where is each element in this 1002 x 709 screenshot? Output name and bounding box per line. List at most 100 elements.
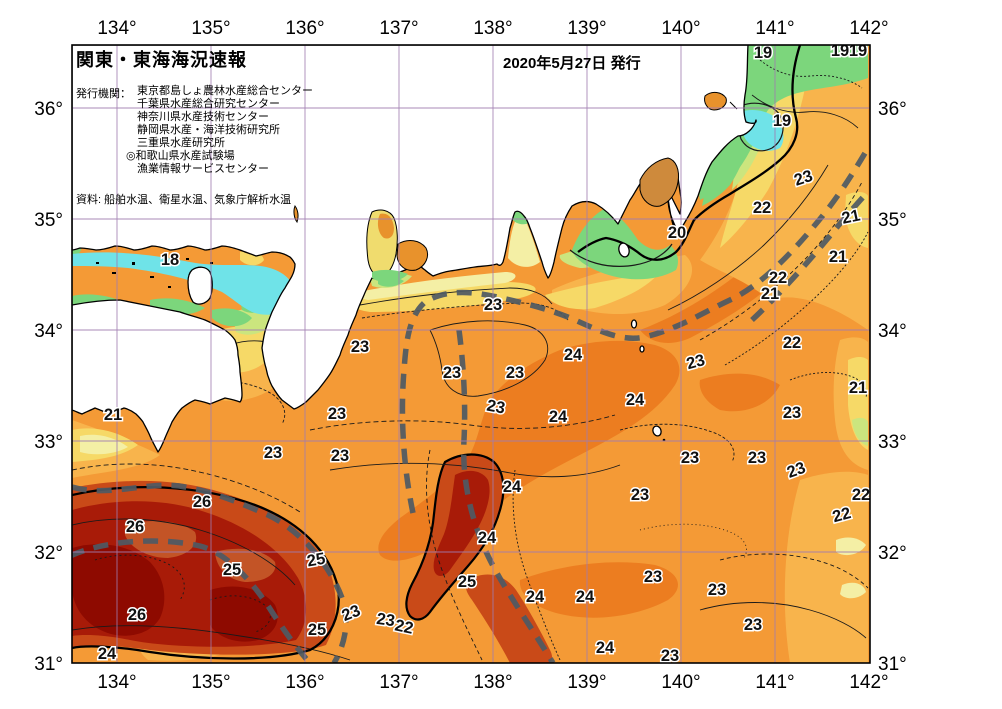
longitude-label-top: 139° <box>567 18 606 39</box>
sst-value-label: 25 <box>223 561 241 579</box>
longitude-label-bottom: 135° <box>191 672 230 693</box>
sst-value-label: 23 <box>328 405 346 423</box>
small-lake-streak <box>293 204 299 224</box>
issuer-line: 三重県水産研究所 <box>137 137 225 149</box>
longitude-label-top: 135° <box>191 18 230 39</box>
sst-value-label: 21 <box>840 206 862 227</box>
latitude-label-left: 34° <box>34 321 63 342</box>
sst-value-label: 24 <box>526 588 545 606</box>
sst-value-label: 26 <box>126 518 144 536</box>
sst-value-label: 21 <box>761 285 779 303</box>
latitude-label-right: 32° <box>878 543 907 564</box>
sst-value-label: 21 <box>104 406 122 424</box>
data-source-note: 資料: 船舶水温、衛星水温、気象庁解析水温 <box>76 194 292 206</box>
sst-value-label: 25 <box>308 621 326 639</box>
graticule <box>72 45 870 663</box>
longitude-label-bottom: 140° <box>661 672 700 693</box>
issue-date: 2020年5月27日 発行 <box>503 55 641 72</box>
sst-value-label: 19 <box>849 42 867 60</box>
hachijojima-island <box>652 425 662 437</box>
sst-value-label: 18 <box>161 251 179 269</box>
latitude-label-right: 33° <box>878 432 907 453</box>
longitude-label-top: 138° <box>473 18 512 39</box>
longitude-label-bottom: 134° <box>97 672 136 693</box>
page-title: 関東・東海海況速報 <box>76 50 247 70</box>
issuer-list: 東京都島しょ農林水産総合センター 千葉県水産総合研究センター 神奈川県水産技術センタ… <box>126 85 313 176</box>
sst-value-label: 26 <box>193 493 211 511</box>
latitude-label-left: 33° <box>34 432 63 453</box>
sst-value-label: 21 <box>829 248 847 266</box>
sst-value-label: 25 <box>458 573 476 591</box>
izu-oshima-island <box>618 242 630 258</box>
longitude-label-bottom: 136° <box>285 672 324 693</box>
issuer-line: 漁業情報サービスセンター <box>137 163 269 175</box>
sst-value-label: 24 <box>596 639 615 657</box>
sst-value-label: 23 <box>351 338 369 356</box>
longitude-label-top: 140° <box>661 18 700 39</box>
latitude-label-right: 31° <box>878 654 907 675</box>
latitude-label-left: 36° <box>34 99 63 120</box>
sst-value-label: 19 <box>831 42 849 60</box>
issuer-line: 神奈川県水産技術センター <box>137 111 269 123</box>
band-20 <box>80 212 866 599</box>
sst-value-label: 22 <box>769 269 787 287</box>
sst-value-label: 23 <box>681 449 699 467</box>
issuer-line: 東京都島しょ農林水産総合センター <box>137 85 313 97</box>
sst-value-label: 23 <box>506 364 524 382</box>
map-border <box>71 44 871 664</box>
sst-value-label: 23 <box>661 647 679 665</box>
sst-value-label: 24 <box>478 529 497 547</box>
tokyo-bay <box>639 157 679 207</box>
kuroshio-current-lines <box>72 146 870 663</box>
latitude-label-right: 36° <box>878 99 907 120</box>
sst-value-label: 24 <box>564 346 583 364</box>
sst-value-label: 25 <box>306 550 327 571</box>
longitude-label-bottom: 138° <box>473 672 512 693</box>
warm-tongue <box>405 453 553 663</box>
sst-value-label: 23 <box>264 444 282 462</box>
lake-kasumigaura <box>704 91 727 111</box>
longitude-label-top: 137° <box>379 18 418 39</box>
sst-value-label: 22 <box>753 199 771 217</box>
sst-value-label: 23 <box>331 447 349 465</box>
longitude-label-bottom: 139° <box>567 672 606 693</box>
bays-and-lakes <box>293 91 738 283</box>
ise-bay-warm-lobe <box>377 213 394 239</box>
sst-value-label: 23 <box>631 486 649 504</box>
sst-value-label: 23 <box>484 296 502 314</box>
latitude-label-left: 32° <box>34 543 63 564</box>
longitude-label-bottom: 142° <box>849 672 888 693</box>
sst-value-label: 24 <box>549 408 568 426</box>
latitude-label-right: 34° <box>878 321 907 342</box>
sst-value-label: 23 <box>485 397 506 418</box>
small-island-2 <box>639 345 645 353</box>
sst-value-label: 23 <box>708 581 726 599</box>
axis-labels: 134° 134° 135° 135° 136° 136° 137° 137° 138° 138°… <box>34 18 906 693</box>
sst-value-label: 23 <box>443 364 461 382</box>
sst-value-label: 21 <box>849 379 867 397</box>
latitude-label-left: 31° <box>34 654 63 675</box>
latitude-label-left: 35° <box>34 210 63 231</box>
sst-value-label: 24 <box>503 478 522 496</box>
sst-value-label: 26 <box>128 606 146 624</box>
sst-value-label: 22 <box>783 334 801 352</box>
issuer-line: 千葉県水産総合研究センター <box>137 98 280 110</box>
longitude-label-bottom: 137° <box>379 672 418 693</box>
sst-value-label: 23 <box>375 610 396 630</box>
sst-value-label: 23 <box>783 404 801 422</box>
issuer-line: ◎和歌山県水産試験場 <box>126 150 235 162</box>
mikawa-bay <box>396 240 429 271</box>
sst-value-label: 24 <box>626 391 645 409</box>
sst-value-label: 23 <box>748 449 766 467</box>
longitude-label-top: 134° <box>97 18 136 39</box>
sst-value-label: 22 <box>852 486 870 504</box>
latitude-label-right: 35° <box>878 210 907 231</box>
longitude-label-top: 142° <box>849 18 888 39</box>
sst-value-label: 22 <box>393 616 415 637</box>
issuer-label: 発行機関： <box>76 88 131 100</box>
sst-value-label: 23 <box>644 568 662 586</box>
awaji-island <box>187 266 213 305</box>
